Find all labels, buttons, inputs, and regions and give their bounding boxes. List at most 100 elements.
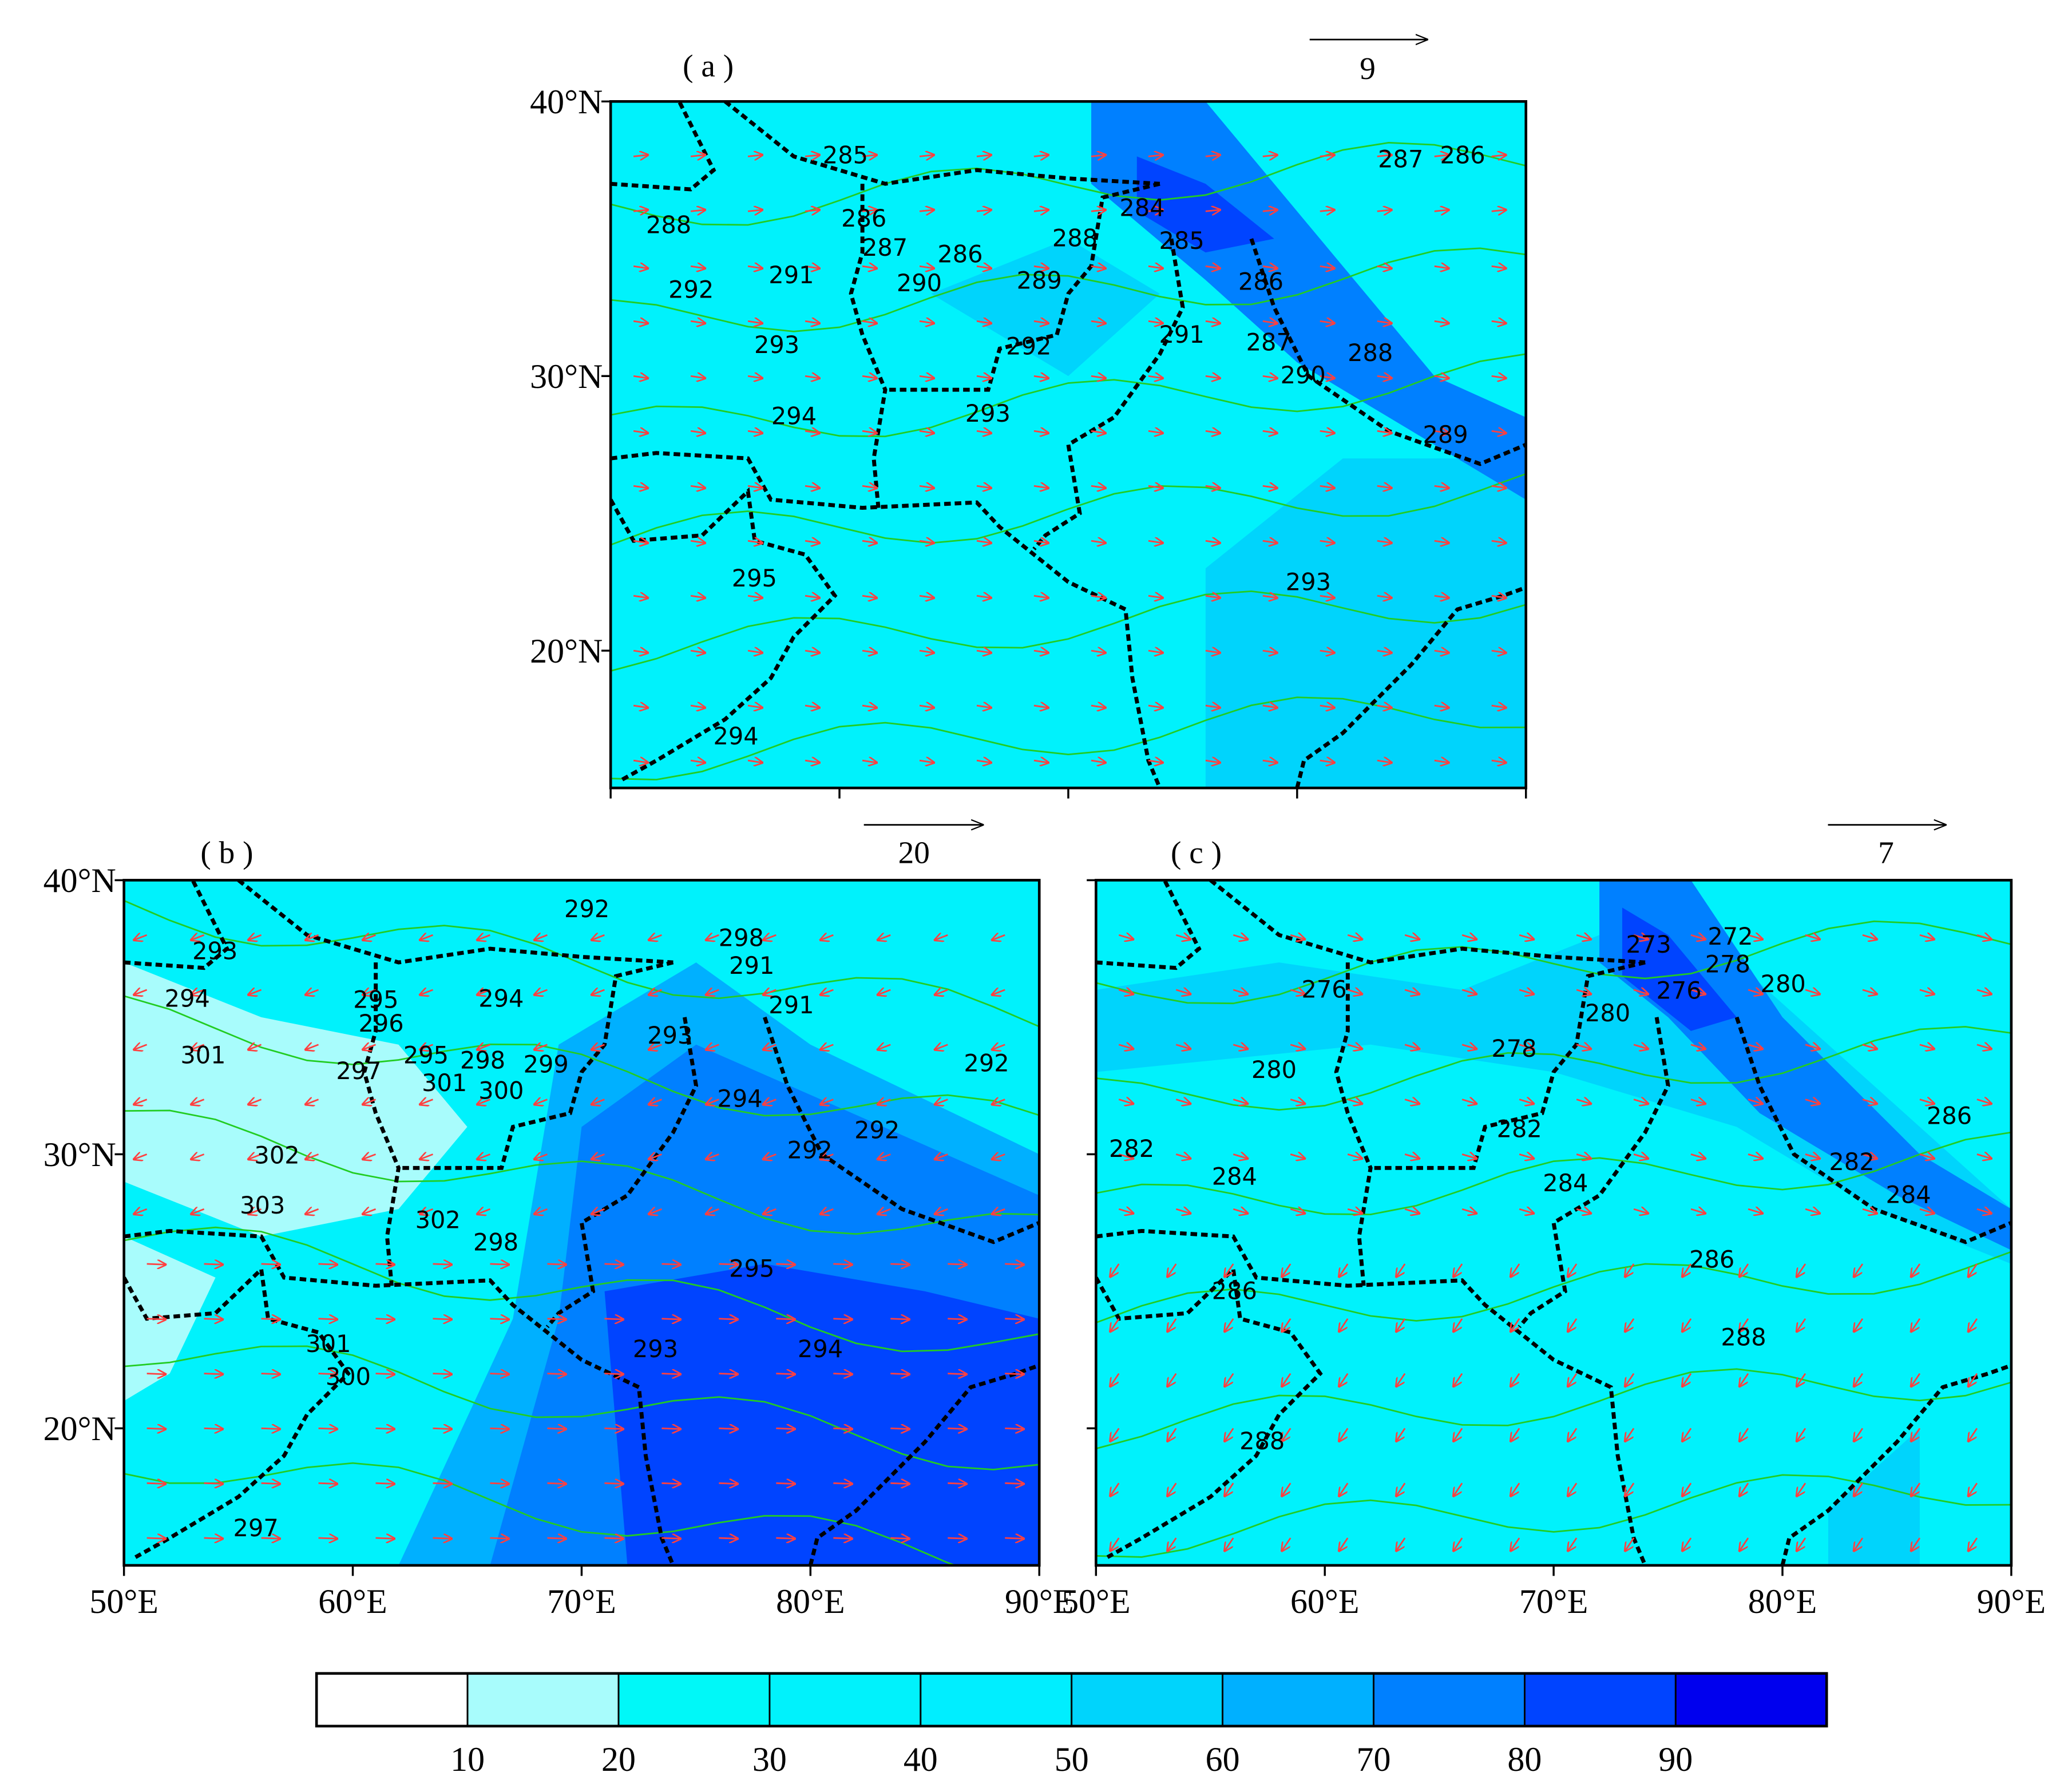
wind-vector (1233, 1045, 1247, 1049)
wind-vector (1434, 376, 1449, 378)
contour-label: 288 (1721, 1323, 1766, 1351)
shading (124, 962, 468, 1237)
wind-vector (1233, 1154, 1247, 1159)
wind-vector (1320, 321, 1334, 323)
wind-vector (1805, 1154, 1820, 1159)
contour-label: 288 (1052, 225, 1098, 252)
wind-vector (633, 376, 648, 378)
wind-vector (306, 1209, 319, 1214)
wind-vector (934, 1209, 948, 1214)
contour-label: 284 (1119, 195, 1164, 222)
coastline (763, 1016, 1040, 1244)
wind-vector (1491, 760, 1506, 763)
contour-label: 292 (964, 1049, 1009, 1077)
wind-vector (420, 1154, 434, 1159)
wind-vector (862, 596, 877, 598)
wind-vector (747, 210, 762, 212)
wind-vector (1110, 1373, 1120, 1387)
y-tick-label: 40°N (43, 862, 116, 899)
contour-label: 292 (854, 1117, 900, 1144)
colorbar-box (466, 1672, 620, 1727)
wind-vector (146, 1483, 166, 1484)
wind-vector (877, 935, 891, 940)
wind-vector (534, 1045, 548, 1050)
wind-vector (1033, 376, 1048, 378)
contour-label: 293 (965, 400, 1011, 427)
wind-vector (934, 1154, 948, 1159)
wind-vector (1511, 1263, 1520, 1277)
contour-label: 293 (633, 1335, 678, 1363)
wind-vector (992, 990, 1005, 995)
wind-vector (1854, 1428, 1864, 1441)
wind-vector (1205, 376, 1220, 378)
wind-vector (919, 376, 934, 378)
wind-vector (1968, 1537, 1978, 1551)
coastline (237, 880, 674, 965)
wind-vector (1740, 1318, 1749, 1332)
contour-line (124, 1109, 1040, 1235)
wind-vector (318, 1428, 338, 1429)
y-tick-label: 20°N (43, 1410, 116, 1448)
wind-vector (1205, 705, 1220, 708)
wind-vector (862, 210, 877, 212)
wind-vector (862, 266, 877, 268)
wind-vector (1175, 935, 1190, 939)
wind-vector (776, 1483, 795, 1484)
wind-vector (1110, 1318, 1120, 1332)
wind-vector (490, 1483, 509, 1484)
wind-vector (1854, 1373, 1864, 1387)
wind-vector (633, 651, 648, 653)
wind-vector (862, 431, 877, 433)
wind-vector (1148, 431, 1163, 433)
wind-vector (934, 1100, 948, 1105)
x-tick-label: 80°E (776, 1583, 845, 1620)
wind-vector (805, 321, 819, 323)
colorbar-frame (315, 1672, 1828, 1728)
wind-vector (1033, 155, 1048, 157)
contour-label: 301 (306, 1330, 351, 1358)
wind-vector (146, 1428, 166, 1429)
wind-vector (1919, 1154, 1934, 1159)
wind-vector (1005, 1483, 1024, 1484)
wind-vector (375, 1483, 395, 1484)
wind-vector (1911, 1263, 1921, 1277)
wind-vector (1748, 1209, 1762, 1214)
wind-vector (306, 1154, 319, 1159)
wind-vector (690, 376, 705, 378)
wind-vector (1434, 760, 1449, 763)
wind-vector (919, 266, 934, 268)
wind-vector (1262, 760, 1277, 763)
wind-vector (1339, 1482, 1349, 1496)
contour-label: 300 (478, 1077, 524, 1105)
wind-vector (1148, 266, 1163, 268)
contour-label: 291 (1159, 321, 1205, 348)
wind-vector (477, 990, 490, 995)
x-tick-label: 70°E (1519, 1583, 1588, 1620)
wind-vector (719, 1483, 738, 1484)
wind-vector (820, 1209, 834, 1214)
wind-vector (306, 1045, 319, 1050)
wind-vector (661, 1538, 680, 1539)
contour-label: 289 (1017, 267, 1062, 294)
wind-vector (1148, 376, 1163, 378)
wind-vector (1148, 210, 1163, 212)
contour-label: 298 (460, 1047, 505, 1075)
wind-vector (661, 1483, 680, 1484)
wind-vector (433, 1538, 452, 1539)
contour-label: 278 (1705, 951, 1750, 978)
contour-label: 298 (473, 1229, 518, 1256)
wind-vector (1862, 1100, 1877, 1104)
contour-label: 286 (841, 205, 886, 232)
contour-label: 294 (714, 723, 759, 750)
wind-vector (1033, 705, 1048, 708)
wind-vector (1491, 431, 1506, 433)
contour-label: 286 (1238, 268, 1283, 296)
wind-vector (1282, 1263, 1291, 1277)
wind-vector (633, 541, 648, 543)
wind-vector (248, 935, 262, 940)
colorbar-box (1071, 1672, 1223, 1727)
contour-label: 294 (771, 403, 817, 430)
wind-vector (763, 990, 777, 995)
wind-vector (877, 1154, 891, 1159)
